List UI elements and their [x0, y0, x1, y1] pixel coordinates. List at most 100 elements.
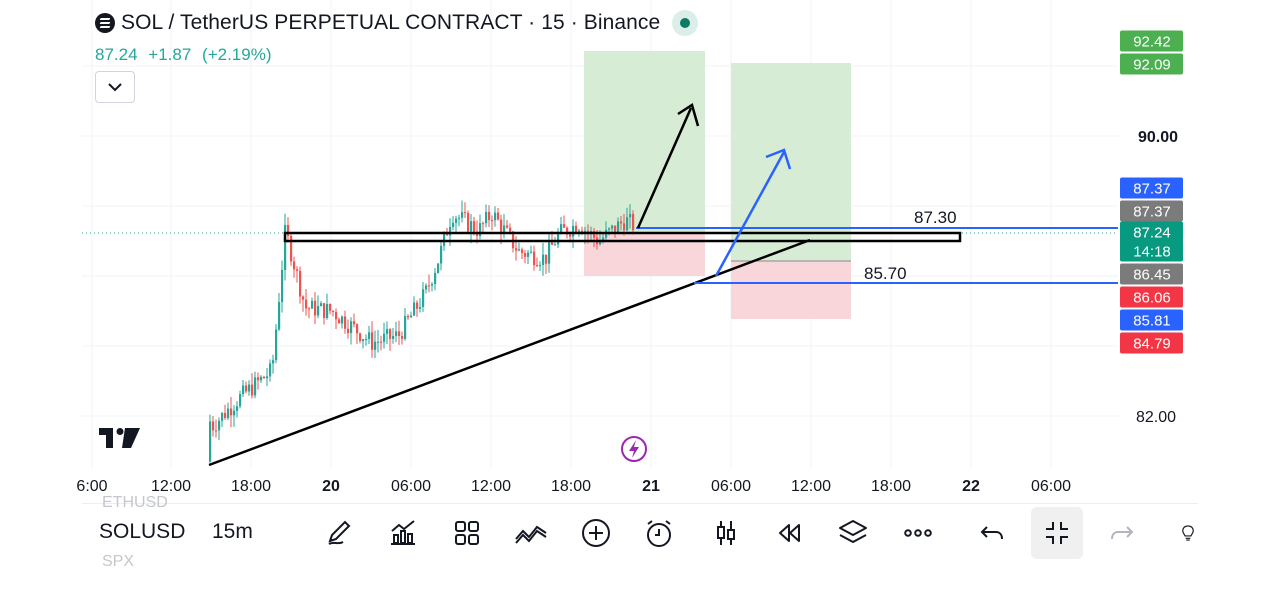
arrow-black-head	[677, 103, 700, 127]
candle-body	[464, 212, 467, 214]
price-label-text: 87.37	[1133, 204, 1171, 221]
chart-type-button[interactable]	[705, 512, 747, 554]
candle-body	[374, 341, 377, 350]
market-open-icon[interactable]	[672, 10, 699, 36]
candle-body	[569, 234, 572, 237]
candles	[209, 200, 635, 463]
candle-body	[350, 321, 353, 334]
plus-icon	[582, 519, 610, 547]
more-icon	[904, 529, 932, 537]
y-tick-label: 90.00	[1138, 129, 1178, 146]
symbol-selector[interactable]: SOLUSD	[99, 520, 186, 543]
layers-button[interactable]	[832, 512, 874, 554]
long-position-2-loss-zone	[731, 261, 851, 319]
candle-body	[263, 376, 266, 379]
candle-body	[488, 211, 491, 221]
candle-body	[536, 265, 539, 267]
redo-icon	[1111, 526, 1134, 540]
redo-button[interactable]	[1101, 512, 1143, 554]
candle-body	[479, 223, 482, 236]
candle-body	[392, 335, 395, 339]
price-label-text: 87.24	[1133, 225, 1171, 242]
last-price: 87.24	[95, 45, 138, 64]
prev-symbol[interactable]: ETHUSD	[102, 494, 168, 511]
candle-body	[281, 269, 284, 303]
price-label-text: 86.45	[1133, 267, 1171, 284]
interval-selector[interactable]: 15m	[212, 520, 253, 543]
price-label-box	[1120, 309, 1183, 331]
candle-body	[329, 303, 332, 311]
candle-body	[626, 217, 629, 231]
candle-body	[221, 412, 224, 421]
candle-body	[317, 306, 320, 316]
layout-button[interactable]	[446, 512, 488, 554]
alert-button[interactable]	[638, 512, 680, 554]
chart-header: SOL / TetherUS PERPETUAL CONTRACT · 15 ·…	[95, 10, 699, 36]
candle-body	[575, 225, 578, 233]
axes: 6:00 12:00 18:00 20 06:00 12:00 18:00 21 06:00 12…	[76, 129, 1178, 495]
candle-body	[458, 217, 461, 219]
candle-body	[593, 230, 596, 238]
candle-body	[278, 302, 281, 330]
candle-body	[266, 376, 269, 379]
ideas-button[interactable]	[1168, 512, 1198, 554]
indicators-button[interactable]	[382, 512, 424, 554]
candle-body	[359, 333, 362, 342]
candle-body	[503, 225, 506, 233]
candle-body	[410, 315, 413, 318]
more-button[interactable]	[897, 512, 939, 554]
candle-body	[320, 303, 323, 307]
undo-button[interactable]	[971, 512, 1013, 554]
candle-body	[290, 236, 293, 262]
x-tick-label: 06:00	[391, 478, 431, 495]
undo-icon	[980, 526, 1003, 540]
candle-body	[425, 285, 428, 290]
candle-body	[302, 296, 305, 300]
candle-body	[218, 420, 221, 431]
candle-body	[587, 230, 590, 233]
symbol-title[interactable]: SOL / TetherUS PERPETUAL CONTRACT · 15 ·…	[121, 11, 661, 34]
candle-body	[494, 212, 497, 221]
candle-body	[539, 265, 542, 267]
trendline	[208, 238, 811, 467]
x-tick-label: 12:00	[471, 478, 511, 495]
draw-tool-button[interactable]	[319, 512, 361, 554]
price-label-text: 92.09	[1133, 57, 1171, 74]
compare-button[interactable]	[510, 512, 552, 554]
candle-body	[413, 302, 416, 316]
candle-body	[599, 240, 602, 245]
price-label-box	[1120, 30, 1183, 52]
legend-toggle-button[interactable]	[95, 71, 135, 103]
candle-body	[272, 360, 275, 364]
candle-body	[521, 249, 524, 254]
fullscreen-exit-button[interactable]	[1031, 507, 1083, 559]
candle-body	[389, 329, 392, 339]
replay-button[interactable]	[768, 512, 810, 554]
x-tick-label: 18:00	[871, 478, 911, 495]
add-button[interactable]	[575, 512, 617, 554]
next-symbol[interactable]: SPX	[102, 553, 135, 570]
tradingview-logo-icon	[99, 428, 141, 453]
candle-body	[530, 251, 533, 253]
candle-body	[245, 385, 248, 392]
candle-body	[275, 329, 278, 361]
candle-body	[353, 321, 356, 325]
candle-body	[449, 227, 452, 236]
candle-body	[452, 222, 455, 228]
candle-body	[440, 245, 443, 264]
candle-body	[335, 312, 338, 320]
pencil-icon	[328, 520, 351, 545]
candle-body	[467, 212, 470, 232]
candle-body	[533, 251, 536, 266]
candle-body	[614, 225, 617, 233]
collapse-icon	[1046, 522, 1068, 544]
candle-body	[308, 308, 311, 310]
x-tick-label: 20	[322, 478, 340, 495]
candle-body	[254, 377, 257, 396]
x-tick-label: 12:00	[791, 478, 831, 495]
compare-icon	[515, 525, 547, 544]
candle-body	[395, 331, 398, 336]
price-label-box	[1120, 221, 1183, 262]
candle-body	[401, 336, 404, 339]
